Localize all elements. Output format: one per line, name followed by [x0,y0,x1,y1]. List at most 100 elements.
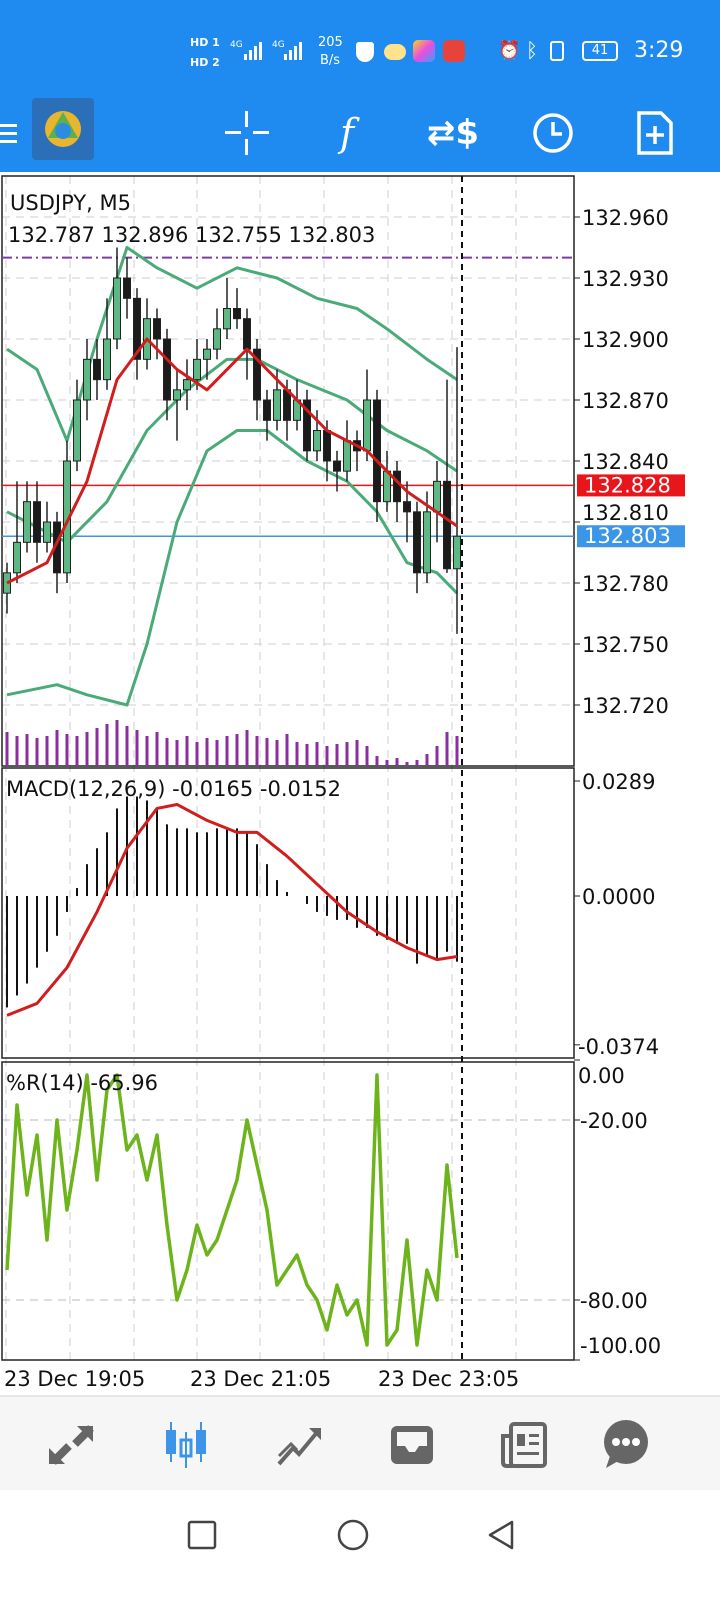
candle-body [83,358,91,401]
volume-bar [95,728,99,766]
nav-history-icon[interactable] [382,1417,442,1472]
price-axis-label: 132.900 [582,328,669,352]
nav-messages-icon[interactable] [596,1417,656,1472]
price-axis-label: 132.720 [582,694,669,718]
wpr-axis-label: -20.00 [580,1109,648,1133]
bollinger-bands [6,246,459,707]
candle-body [253,348,261,401]
candle-body [453,535,461,570]
vibrate-icon [550,41,564,61]
price-pane-border [1,175,575,767]
menu-icon[interactable] [0,108,34,158]
wpr-indicator [5,1073,459,1347]
timeframe-icon[interactable] [528,108,578,158]
candle-body [223,308,231,330]
volume-bar [345,742,349,766]
candle-body [263,399,271,421]
macd-pane-border [1,767,575,1059]
candle-body [123,277,131,299]
shield-app-icon [356,42,374,62]
ask-price-tag [577,525,685,548]
trade-icon[interactable]: ⇄$ [426,113,480,153]
volume-bar [325,746,329,766]
volume-bar [125,726,129,766]
time-label-2: 23 Dec 23:05 [378,1367,519,1391]
volume-bar [205,738,209,766]
macd-label: MACD(12,26,9) -0.0165 -0.0152 [6,777,341,801]
price-axis-label: 132.930 [582,267,669,291]
volume-bar [415,760,419,766]
moving-average-line [6,337,458,585]
signal-bars-icon [244,42,302,60]
home-button[interactable] [328,1510,378,1560]
candle-body [303,399,311,452]
volume-bar [155,732,159,766]
chart-area[interactable]: 132.828 132.803 132.960 132.930 132.900 132.8… [0,172,720,1394]
net-speed-unit: B/s [320,53,341,68]
price-levels [2,256,574,537]
bid-price-label: 132.828 [584,473,671,497]
volume-bar [375,756,379,766]
battery-icon: 41 [582,41,618,61]
macd-signal-line [6,802,458,1017]
nav-news-icon[interactable] [494,1417,554,1472]
bid-price-tag [577,474,685,497]
wpr-axis-label: -80.00 [580,1289,648,1313]
volume-bar [445,732,449,766]
volume-bar [405,762,409,766]
alarm-icon: ⏰ [498,40,521,61]
volume-bar [145,736,149,766]
symbol-timeframe: USDJPY, M5 [10,191,131,215]
clock-time: 3:29 [634,38,684,63]
axes: 132.828 132.803 132.960 132.930 132.900 132.8… [574,206,685,1361]
volume-bar [255,736,259,766]
wpr-label: %R(14) -65.96 [6,1071,158,1095]
new-order-icon[interactable] [630,108,680,158]
volume-bar [165,738,169,766]
candle-body [333,460,341,472]
back-button[interactable] [476,1510,526,1560]
volume-bar [335,744,339,766]
volume-bar [75,736,79,766]
recent-apps-button[interactable] [177,1510,227,1560]
wpr-pane-border [1,1061,575,1361]
price-axis-label: 132.870 [582,389,669,413]
volume-bar [355,740,359,766]
bollinger-upper-line [6,246,458,443]
candle-body [373,399,381,503]
candle-body [43,521,51,543]
volume-bar [85,732,89,766]
volume-bar [245,730,249,766]
volume-bar [15,736,19,766]
volume-bar [135,730,139,766]
candle-body [93,358,101,381]
candle-body [33,501,41,543]
nav-chart-icon[interactable] [156,1417,216,1472]
candle-body [163,338,171,401]
wpr-line [5,1073,459,1347]
nav-quotes-icon[interactable] [42,1417,102,1472]
candle-body [363,399,371,452]
paint-app-icon [413,40,435,62]
volume-bars [5,720,459,766]
crosshair-icon[interactable] [222,108,272,158]
volume-bar [315,742,319,766]
time-label-0: 23 Dec 19:05 [4,1367,145,1391]
volume-bar [25,734,29,766]
candle-body [403,501,411,513]
macd-axis-label: 0.0289 [582,770,655,794]
price-axis-label: 132.810 [582,501,669,525]
candle-body [103,338,111,381]
price-axis-label: 132.780 [582,572,669,596]
candle-body [13,541,21,574]
indicators-icon[interactable]: f [339,111,355,155]
volume-bar [275,740,279,766]
ask-price-label: 132.803 [584,524,671,548]
candle-body [213,328,221,350]
macd-axis-label: -0.0374 [578,1035,659,1059]
wpr-axis-label: 0.00 [578,1064,625,1088]
candle-body [183,379,191,391]
candle-body [233,308,241,320]
stocks-app-icon [443,40,465,62]
nav-trade-icon[interactable] [270,1417,330,1472]
